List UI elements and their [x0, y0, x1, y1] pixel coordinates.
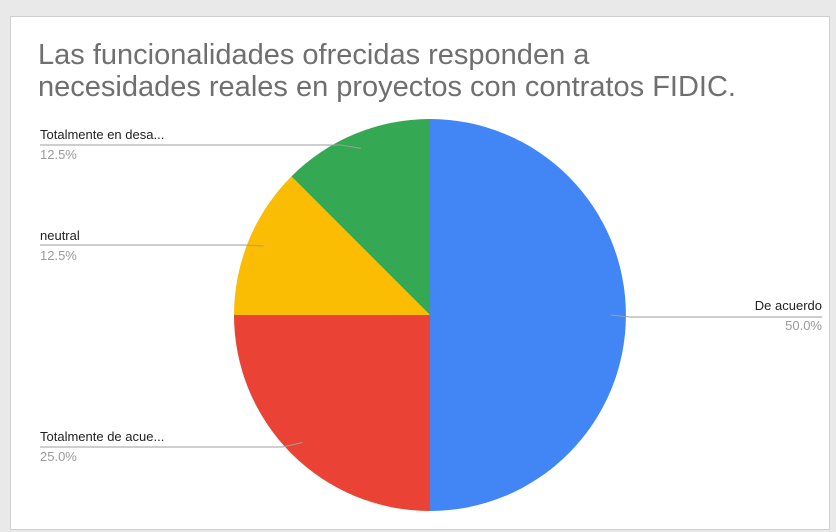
- slice-percent-0: 50.0%: [785, 318, 822, 333]
- slice-label-1: Totalmente de acue...: [40, 429, 164, 444]
- slice-label-0: De acuerdo: [755, 298, 822, 313]
- slice-percent-3: 12.5%: [40, 147, 77, 162]
- slice-percent-1: 25.0%: [40, 449, 77, 464]
- leader-line-3: [40, 144, 362, 149]
- leader-line-0: [610, 314, 822, 318]
- pie-slice-0: [430, 119, 626, 511]
- slice-percent-2: 12.5%: [40, 248, 77, 263]
- leader-line-1: [40, 442, 303, 448]
- pie-slice-2: [234, 176, 430, 315]
- slice-label-2: neutral: [40, 228, 80, 243]
- chart-title-line-1: Las funcionalidades ofrecidas responden …: [38, 39, 590, 71]
- pie-slice-1: [234, 315, 430, 511]
- leader-line-2: [40, 244, 264, 247]
- pie-slice-3: [291, 119, 430, 315]
- chart-title-line-2: necesidades reales en proyectos con cont…: [38, 71, 736, 103]
- slice-label-3: Totalmente en desa...: [40, 127, 164, 142]
